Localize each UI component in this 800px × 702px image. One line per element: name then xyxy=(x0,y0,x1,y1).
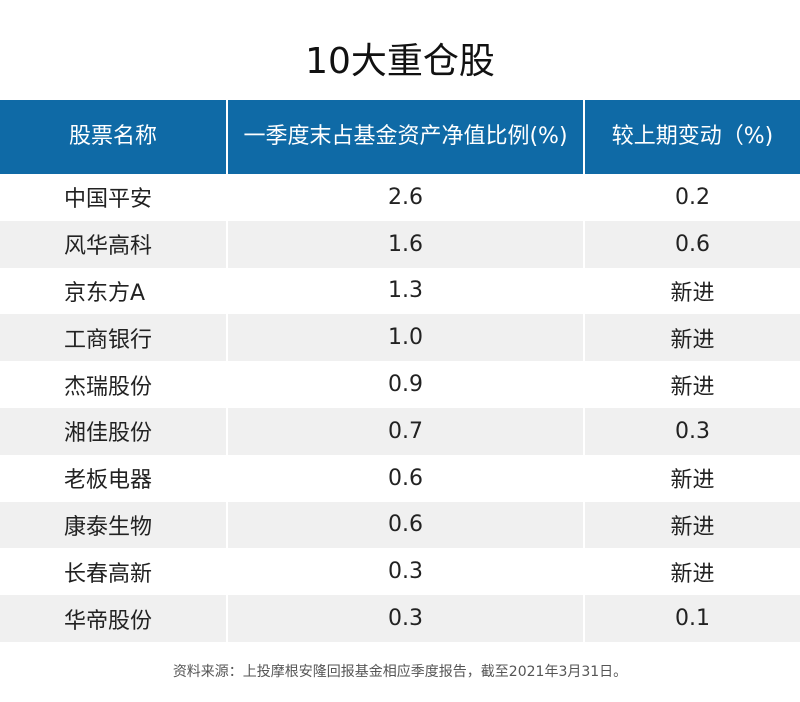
stock-name-cell: 长春高新 xyxy=(64,561,153,587)
stock-name-cell: 老板电器 xyxy=(64,468,153,494)
change-cell: 0.2 xyxy=(583,174,800,221)
nav-ratio-cell: 1.3 xyxy=(226,267,583,315)
header-change: 较上期变动（%) xyxy=(583,100,800,174)
table-row: 京东方A 1.3 新进 xyxy=(0,267,800,315)
change-cell: 新进 xyxy=(583,314,800,362)
nav-ratio-cell: 2.6 xyxy=(226,174,583,221)
stock-name-cell: 康泰生物 xyxy=(64,514,153,540)
holdings-table: 股票名称 一季度末占基金资产净值比例(%) 较上期变动（%) 中国平安 2.6 0.… xyxy=(0,100,800,642)
change-cell: 新进 xyxy=(583,548,800,596)
chart-title: 10大重仓股 xyxy=(305,41,495,82)
change-cell: 新进 xyxy=(583,501,800,549)
nav-ratio-cell: 0.9 xyxy=(226,361,583,408)
change-cell: 新进 xyxy=(583,454,800,502)
stock-name-cell: 京东方A xyxy=(64,280,146,306)
stock-name-cell: 杰瑞股份 xyxy=(64,374,153,400)
nav-ratio-cell: 0.3 xyxy=(226,595,583,642)
nav-ratio-cell: 0.6 xyxy=(226,501,583,549)
table-header: 股票名称 一季度末占基金资产净值比例(%) 较上期变动（%) xyxy=(0,100,800,174)
table-row: 中国平安 2.6 0.2 xyxy=(0,174,800,221)
change-cell: 0.6 xyxy=(583,220,800,268)
table-row: 工商银行 1.0 新进 xyxy=(0,314,800,362)
table-row: 长春高新 0.3 新进 xyxy=(0,548,800,596)
table-row: 老板电器 0.6 新进 xyxy=(0,454,800,502)
stock-name-cell: 中国平安 xyxy=(64,187,153,213)
source-note: 资料来源：上投摩根安隆回报基金相应季度报告，截至2021年3月31日。 xyxy=(172,664,628,680)
header-stock-name: 股票名称 xyxy=(68,124,157,149)
stock-name-cell: 湘佳股份 xyxy=(64,421,153,447)
nav-ratio-cell: 1.0 xyxy=(226,314,583,362)
stock-name-cell: 工商银行 xyxy=(64,327,153,353)
table-row: 华帝股份 0.3 0.1 xyxy=(0,595,800,642)
nav-ratio-cell: 0.6 xyxy=(226,454,583,502)
header-nav-ratio: 一季度末占基金资产净值比例(%) xyxy=(226,100,583,174)
table-row: 风华高科 1.6 0.6 xyxy=(0,220,800,268)
change-cell: 0.1 xyxy=(583,595,800,642)
nav-ratio-cell: 0.3 xyxy=(226,548,583,596)
table-body: 中国平安 2.6 0.2 风华高科 1.6 0.6 京东方A 1.3 新进 工商银行 1.0 新进 杰瑞… xyxy=(0,174,800,642)
change-cell: 新进 xyxy=(583,361,800,408)
table-row: 康泰生物 0.6 新进 xyxy=(0,501,800,549)
stock-name-cell: 风华高科 xyxy=(64,234,153,260)
nav-ratio-cell: 1.6 xyxy=(226,220,583,268)
change-cell: 0.3 xyxy=(583,407,800,455)
table-row: 湘佳股份 0.7 0.3 xyxy=(0,407,800,455)
nav-ratio-cell: 0.7 xyxy=(226,407,583,455)
change-cell: 新进 xyxy=(583,267,800,315)
stock-name-cell: 华帝股份 xyxy=(64,608,153,634)
table-row: 杰瑞股份 0.9 新进 xyxy=(0,361,800,408)
